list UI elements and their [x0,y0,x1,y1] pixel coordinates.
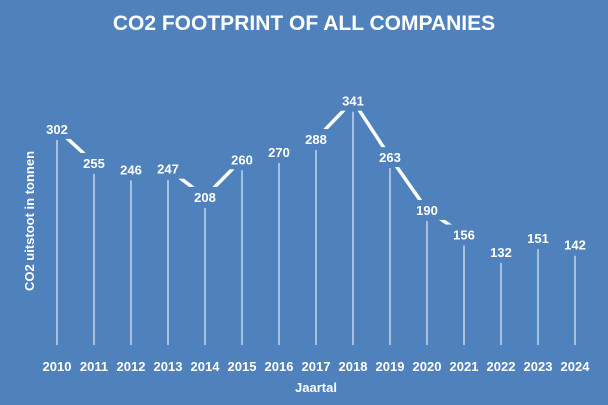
x-tick-label: 2012 [117,359,146,374]
data-label-background [184,186,226,207]
data-label-background [295,129,337,150]
data-label-background [517,228,559,249]
data-label-background [73,152,115,173]
data-label-background [147,158,189,179]
data-label: 302 [46,122,68,137]
y-axis-label: CO2 uitstoot in tonnen [22,151,37,291]
x-tick-label: 2020 [413,359,442,374]
data-label: 190 [416,203,438,218]
data-label: 142 [564,238,586,253]
data-label: 151 [527,231,549,246]
x-tick-label: 2024 [561,359,591,374]
data-label: 255 [83,156,105,171]
data-label: 132 [490,245,512,260]
data-label-background [258,142,300,163]
data-label-background [332,90,374,111]
data-label-background [221,149,263,170]
x-tick-label: 2010 [43,359,72,374]
data-label-background [369,147,411,168]
data-label: 288 [305,132,327,147]
data-label: 341 [342,94,364,109]
chart-title: CO2 FOOTPRINT OF ALL COMPANIES [113,12,495,35]
data-label: 270 [268,145,290,160]
x-tick-label: 2018 [339,359,368,374]
x-tick-label: 2011 [80,359,108,374]
x-tick-label: 2017 [302,359,331,374]
data-label-background [36,118,78,139]
data-label-background [443,224,485,245]
x-tick-label: 2021 [450,359,479,374]
data-label: 246 [120,162,142,177]
data-label-background [480,241,522,262]
x-tick-label: 2014 [191,359,221,374]
x-tick-label: 2015 [228,359,257,374]
data-label-background [110,159,152,180]
x-tick-label: 2023 [524,359,553,374]
data-label: 247 [157,162,179,177]
x-axis-label: Jaartal [295,380,337,395]
data-label-background [406,199,448,220]
x-tick-label: 2022 [487,359,516,374]
x-tick-label: 2016 [265,359,294,374]
data-label: 263 [379,150,401,165]
data-label-background [554,234,596,255]
x-tick-label: 2013 [154,359,183,374]
data-label: 260 [231,152,253,167]
data-label: 208 [194,190,216,205]
x-tick-label: 2019 [376,359,405,374]
data-label: 156 [453,228,475,243]
